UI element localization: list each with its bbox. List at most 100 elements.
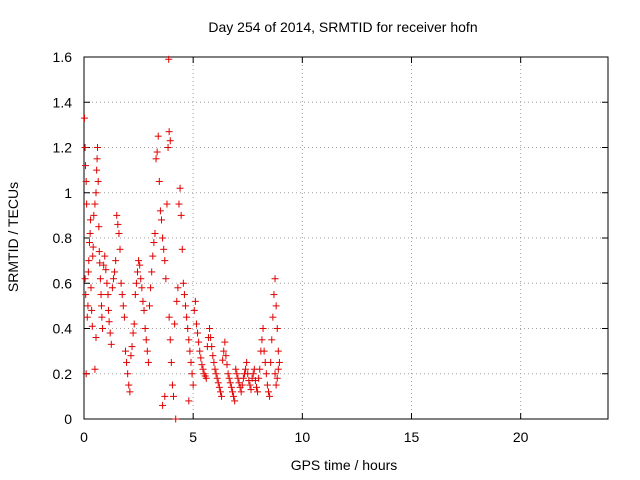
y-tick-label: 0.4 — [53, 321, 73, 337]
data-point — [153, 148, 161, 156]
data-point — [175, 200, 183, 208]
data-point — [209, 352, 217, 360]
data-point — [222, 352, 230, 360]
data-point — [226, 379, 234, 387]
data-point — [83, 313, 91, 321]
data-point — [192, 320, 200, 328]
data-point — [246, 381, 254, 389]
data-point — [118, 291, 126, 299]
data-point — [97, 302, 105, 310]
axis-ticks: 0 0.2 0.4 0.6 0.8 1 1.2 1.4 1.6 0 5 10 15 20 — [53, 49, 608, 445]
data-point — [202, 374, 210, 382]
data-point — [87, 216, 95, 224]
data-point — [173, 297, 181, 305]
data-point — [94, 177, 102, 185]
data-point — [108, 284, 116, 292]
data-point — [166, 336, 174, 344]
data-point — [167, 358, 175, 366]
data-point — [208, 343, 216, 351]
data-point — [89, 252, 97, 260]
x-tick-label: 10 — [295, 429, 311, 445]
data-point — [106, 329, 114, 337]
data-point — [210, 358, 218, 366]
x-axis-label: GPS time / hours — [291, 457, 398, 473]
data-point — [80, 114, 88, 122]
data-point — [112, 257, 120, 265]
data-point — [275, 358, 283, 366]
data-point — [92, 189, 100, 197]
data-point — [223, 361, 231, 369]
data-point — [93, 155, 101, 163]
data-point — [262, 370, 270, 378]
y-tick-label: 0.6 — [53, 275, 73, 291]
data-point — [142, 336, 150, 344]
data-point — [227, 383, 235, 391]
data-point — [121, 347, 129, 355]
data-point — [102, 266, 110, 274]
data-point — [184, 325, 192, 332]
data-point — [183, 313, 191, 321]
data-point — [96, 259, 104, 267]
data-point — [254, 388, 262, 396]
data-point — [238, 381, 246, 389]
data-point — [88, 322, 96, 330]
y-tick-label: 1.2 — [53, 140, 73, 156]
data-point — [146, 302, 153, 310]
data-point — [93, 166, 101, 174]
data-point — [213, 374, 221, 382]
data-point — [199, 365, 207, 373]
data-point — [212, 370, 220, 378]
data-point — [97, 291, 105, 299]
data-point — [225, 374, 233, 382]
data-point — [87, 284, 95, 292]
data-point — [123, 358, 131, 366]
data-point — [129, 329, 137, 337]
data-point — [156, 207, 164, 215]
data-point — [172, 415, 180, 423]
data-point — [232, 365, 240, 373]
data-point — [206, 325, 214, 332]
data-point — [127, 352, 135, 360]
data-point — [249, 370, 257, 378]
x-tick-label: 0 — [80, 429, 88, 445]
data-point — [187, 358, 195, 366]
data-point — [165, 128, 173, 136]
y-tick-label: 0.2 — [53, 366, 73, 382]
data-point — [196, 347, 204, 355]
data-point — [88, 306, 96, 314]
data-point — [158, 216, 166, 224]
data-point — [95, 223, 103, 231]
data-point — [231, 397, 239, 405]
data-point — [91, 200, 99, 208]
data-point — [143, 347, 151, 355]
data-point — [148, 268, 156, 276]
data-point — [161, 392, 169, 400]
data-point — [91, 365, 99, 373]
data-point — [113, 211, 121, 219]
data-point — [84, 268, 92, 276]
data-point — [186, 347, 194, 355]
data-point — [99, 325, 107, 332]
data-point — [126, 388, 134, 396]
data-point — [190, 306, 198, 314]
x-tick-label: 15 — [404, 429, 420, 445]
data-point — [182, 302, 190, 310]
data-point — [86, 229, 94, 237]
data-point — [115, 229, 123, 237]
data-point — [197, 354, 205, 362]
data-point — [272, 381, 280, 389]
data-point — [272, 302, 280, 310]
data-point — [128, 343, 136, 351]
data-point — [247, 386, 255, 394]
data-point — [171, 320, 179, 328]
y-tick-label: 1.4 — [53, 94, 73, 110]
y-tick-label: 0 — [64, 411, 72, 427]
data-point — [138, 284, 146, 292]
data-point — [154, 132, 162, 140]
data-point — [211, 365, 219, 373]
data-point — [96, 275, 104, 283]
data-point — [104, 306, 112, 314]
data-point — [177, 211, 185, 219]
data-point — [271, 370, 279, 378]
